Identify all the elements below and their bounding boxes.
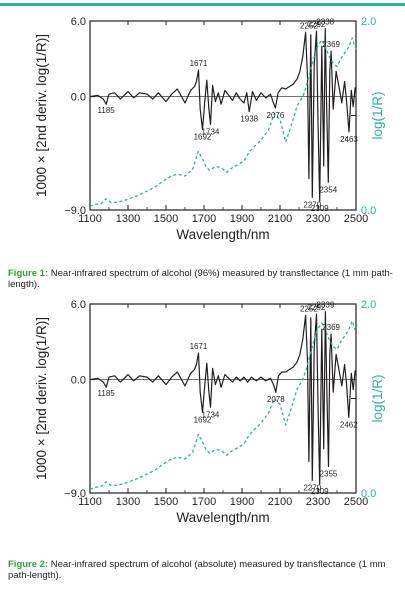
figure-1-caption-text: Near-infrared spectrum of alcohol (96%) … [8, 268, 393, 290]
peak-label: 1671 [190, 59, 208, 68]
y-left-axis-title: 1000 × [2nd deriv. log(1/R)] [34, 317, 49, 480]
peak-label: 1938 [240, 115, 258, 124]
figure-2-caption-text: Near-infrared spectrum of alcohol (absol… [8, 559, 386, 581]
y-left-tick-label: 0.0 [71, 375, 86, 387]
peak-label: 1185 [98, 389, 116, 398]
peak-label: 2270 [303, 200, 321, 209]
peak-label: 2292 [308, 20, 326, 29]
peak-label: 1692 [194, 415, 212, 424]
x-tick-label: 1100 [78, 496, 102, 508]
y-left-tick-label: 0.0 [71, 92, 86, 104]
top-accent-bar [0, 3, 405, 6]
peak-label: 1185 [98, 106, 116, 115]
figure-1-panel: 1100 1300 1500 1700 1900 2100 2300 2500 6.0 0.0 −9… [0, 10, 405, 272]
x-tick-label: 2100 [268, 213, 292, 225]
peak-label: 2463 [340, 135, 358, 144]
y-right-axis-title: log(1/R) [370, 374, 385, 422]
peak-label: 2076 [267, 111, 285, 120]
peak-label: 1671 [190, 342, 208, 351]
peak-label: 1692 [194, 132, 212, 141]
x-axis-title: Wavelength/nm [176, 227, 269, 242]
x-tick-label: 2500 [344, 496, 368, 508]
figure-1-caption: Figure 1: Near-infrared spectrum of alco… [8, 268, 400, 290]
figure-1-chart: 1100 1300 1500 1700 1900 2100 2300 2500 6.0 0.0 −9… [34, 16, 385, 242]
figure-2-caption-label: Figure 2: [8, 559, 49, 570]
x-tick-label: 1700 [192, 213, 216, 225]
x-tick-label: 2300 [306, 496, 330, 508]
peak-label: 2292 [308, 303, 326, 312]
x-tick-label: 1500 [154, 213, 178, 225]
absorbance-series-line [89, 37, 357, 207]
peak-label: 2462 [340, 420, 358, 429]
y-left-tick-label: 6.0 [71, 16, 86, 28]
x-tick-label: 1500 [154, 496, 178, 508]
peak-label: 2309 [311, 204, 329, 213]
x-tick-label: 1900 [230, 213, 254, 225]
x-tick-label: 1300 [116, 496, 140, 508]
second-derivative-series-line [89, 311, 357, 485]
peak-label: 1734 [202, 127, 220, 136]
x-axis-title: Wavelength/nm [176, 510, 269, 525]
y-left-axis-title: 1000 × [2nd deriv. log(1/R)] [34, 34, 49, 197]
plot-frame [89, 20, 357, 211]
figure-2-caption: Figure 2: Near-infrared spectrum of alco… [8, 559, 400, 581]
x-tick-label: 2500 [344, 213, 368, 225]
y-right-tick-label: 2.0 [361, 299, 376, 311]
x-tick-label: 1300 [116, 213, 140, 225]
peak-label: 2369 [322, 323, 340, 332]
peak-label: 2309 [311, 487, 329, 496]
peak-label: 2354 [319, 185, 337, 194]
y-right-tick-label: 0.0 [361, 205, 376, 217]
y-right-tick-label: 2.0 [361, 16, 376, 28]
x-tick-label: 1700 [192, 496, 216, 508]
figure-1-caption-label: Figure 1: [8, 268, 49, 279]
x-tick-label: 2300 [306, 213, 330, 225]
peak-label: 2355 [320, 470, 338, 479]
peak-label: 2369 [322, 40, 340, 49]
y-right-axis-title: log(1/R) [370, 91, 385, 139]
y-left-tick-label: −9.0 [64, 488, 86, 500]
peak-label: 1734 [202, 410, 220, 419]
peak-label: 2338 [316, 18, 334, 27]
x-tick-label: 1900 [230, 496, 254, 508]
peak-label: 2252 [300, 21, 318, 30]
absorbance-series-line [89, 320, 357, 490]
peak-label: 2270 [303, 483, 321, 492]
second-derivative-series-line [89, 28, 357, 202]
x-tick-label: 2100 [268, 496, 292, 508]
peak-label: 2339 [317, 301, 335, 310]
peak-label: 2252 [300, 304, 318, 313]
y-left-tick-label: −9.0 [64, 205, 86, 217]
figure-2-panel: 1100 1300 1500 1700 1900 2100 2300 2500 6.0 0.0 −9… [0, 293, 405, 555]
y-left-tick-label: 6.0 [71, 299, 86, 311]
figure-2-chart: 1100 1300 1500 1700 1900 2100 2300 2500 6.0 0.0 −9… [34, 299, 385, 525]
y-right-tick-label: 0.0 [361, 488, 376, 500]
peak-label: 2078 [267, 395, 285, 404]
x-tick-label: 1100 [78, 213, 102, 225]
